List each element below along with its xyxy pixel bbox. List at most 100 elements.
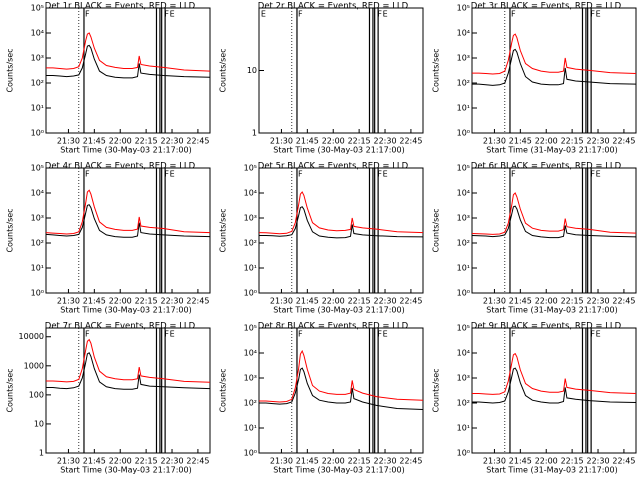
y-axis-label: Counts/sec [6, 208, 15, 252]
y-tick-label: 10¹ [244, 264, 257, 273]
y-tick-label: 10³ [244, 214, 257, 223]
x-tick-label: 22:00 [109, 457, 132, 466]
y-tick-label: 10¹ [457, 264, 470, 273]
y-tick-label: 10⁰ [244, 449, 257, 458]
panel: F F E21:30 21:45 22:00 22:15 22:30 22:451101001… [6, 322, 211, 475]
x-tick-label: 21:45 [509, 137, 532, 146]
x-tick-label: 22:45 [612, 137, 635, 146]
y-tick-label: 10 [34, 419, 44, 428]
x-tick-label: 21:30 [270, 137, 293, 146]
x-tick-label: 22:00 [109, 137, 132, 146]
y-tick-label: 10³ [31, 214, 44, 223]
y-tick-label: 10² [457, 399, 470, 408]
series-line [472, 367, 637, 404]
y-axis-label: Counts/sec [432, 208, 441, 252]
flag-label: F [377, 170, 382, 179]
x-tick-label: 22:00 [535, 297, 558, 306]
x-tick-label: 21:45 [83, 297, 106, 306]
x-tick-label: 22:30 [160, 297, 183, 306]
x-axis-label: Start Time (30-May-03 21:17:00) [273, 146, 404, 155]
flag-label: F [590, 170, 595, 179]
y-tick-label: 10⁰ [457, 449, 470, 458]
x-tick-label: 22:15 [135, 297, 158, 306]
panel: F F E21:30 21:45 22:00 22:15 22:30 22:4510⁰10¹1… [432, 162, 637, 315]
series-line [472, 48, 637, 86]
panel: F F E21:30 21:45 22:00 22:15 22:30 22:4510⁰10¹1… [432, 2, 637, 155]
y-tick-label: 10¹ [244, 424, 257, 433]
series-line [46, 44, 211, 79]
x-tick-label: 22:30 [373, 137, 396, 146]
flag-label: F [511, 10, 516, 19]
x-tick-label: 22:15 [348, 137, 371, 146]
y-tick-label: 10³ [244, 374, 257, 383]
panel-title: Det 3r BLACK = Events, RED = LLD [471, 2, 622, 12]
flag-label: F [164, 170, 169, 179]
x-tick-label: 22:15 [135, 137, 158, 146]
flag-label: F [377, 10, 382, 19]
x-tick-label: 22:30 [373, 297, 396, 306]
plot-frame [471, 7, 637, 134]
plot-frame [471, 167, 637, 294]
y-tick-label: 10⁵ [31, 164, 44, 173]
y-tick-label: 10⁵ [31, 4, 44, 13]
y-axis-label: Counts/sec [219, 368, 228, 412]
plot-frame [258, 167, 424, 294]
y-tick-label: 10³ [457, 374, 470, 383]
x-tick-label: 21:45 [296, 457, 319, 466]
flag-label: E [170, 170, 175, 179]
y-tick-label: 10¹ [457, 424, 470, 433]
panel: F F E21:30 21:45 22:00 22:15 22:30 22:4510⁰10¹1… [219, 162, 424, 315]
x-tick-label: 21:45 [296, 137, 319, 146]
flag-label: F [164, 10, 169, 19]
flag-label: F [164, 330, 169, 339]
y-tick-label: 10⁵ [457, 164, 470, 173]
x-tick-label: 21:30 [57, 137, 80, 146]
x-tick-label: 21:30 [483, 457, 506, 466]
flag-label: E [383, 170, 388, 179]
y-tick-label: 10⁵ [457, 324, 470, 333]
y-axis-label: Counts/sec [219, 208, 228, 252]
x-tick-label: 22:45 [399, 297, 422, 306]
x-tick-label: 22:30 [373, 457, 396, 466]
flag-label: E [383, 330, 388, 339]
x-axis-label: Start Time (30-May-03 21:17:00) [60, 306, 191, 315]
panel-title: Det 9r BLACK = Events, RED = LLD [471, 322, 622, 332]
series-line [471, 192, 637, 235]
x-tick-label: 22:00 [535, 457, 558, 466]
flag-label: F [85, 170, 90, 179]
y-tick-label: 10³ [457, 54, 470, 63]
flag-label: F [298, 330, 303, 339]
y-tick-label: 10⁰ [244, 289, 257, 298]
y-tick-label: 1 [252, 129, 257, 138]
x-tick-label: 22:30 [160, 457, 183, 466]
x-tick-label: 22:15 [135, 457, 158, 466]
x-tick-label: 22:00 [322, 457, 345, 466]
panel-title: Det 8r BLACK = Events, RED = LLD [258, 322, 409, 332]
series-line [45, 204, 211, 238]
series-line [259, 367, 424, 410]
y-tick-label: 10⁴ [31, 29, 44, 38]
panel: F F E21:30 21:45 22:00 22:15 22:30 22:4510⁰10¹1… [6, 2, 211, 155]
y-axis-label: Counts/sec [432, 48, 441, 92]
panel: E F F E21:30 21:45 22:00 22:15 22:30 22:45110Det… [219, 2, 424, 155]
x-axis-label: Start Time (31-May-03 21:17:00) [486, 466, 617, 475]
y-tick-label: 10⁴ [244, 349, 257, 358]
y-axis-label: Counts/sec [6, 368, 15, 412]
series-line [258, 191, 424, 235]
flag-label: E [170, 330, 175, 339]
y-tick-label: 1000 [24, 361, 44, 370]
y-tick-label: 10000 [19, 332, 44, 341]
x-tick-label: 22:00 [535, 137, 558, 146]
x-tick-label: 22:45 [612, 457, 635, 466]
x-tick-label: 22:00 [322, 297, 345, 306]
panel: F F E21:30 21:45 22:00 22:15 22:30 22:4510⁰10¹1… [219, 322, 424, 475]
x-tick-label: 21:45 [296, 297, 319, 306]
x-axis-label: Start Time (31-May-03 21:17:00) [486, 306, 617, 315]
flag-label: E [596, 10, 601, 19]
x-axis-label: Start Time (31-May-03 21:17:00) [486, 146, 617, 155]
y-tick-label: 10² [244, 239, 257, 248]
y-tick-label: 10⁰ [457, 129, 470, 138]
y-tick-label: 10⁰ [31, 129, 44, 138]
flag-label: F [85, 10, 90, 19]
